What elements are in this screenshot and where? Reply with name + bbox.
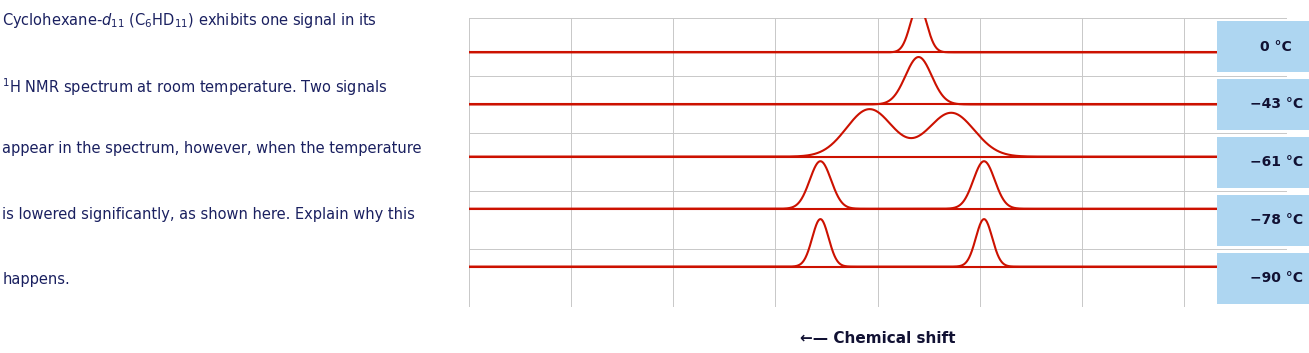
Text: ←— Chemical shift: ←— Chemical shift: [800, 331, 956, 346]
Text: −43 °C: −43 °C: [1250, 97, 1302, 112]
Text: $^1$H NMR spectrum at room temperature. Two signals: $^1$H NMR spectrum at room temperature. …: [3, 76, 387, 97]
Text: −61 °C: −61 °C: [1250, 155, 1302, 169]
Text: is lowered significantly, as shown here. Explain why this: is lowered significantly, as shown here.…: [3, 207, 415, 221]
Text: happens.: happens.: [3, 272, 69, 287]
Text: Cyclohexane-$d_{11}$ (C$_6$HD$_{11}$) exhibits one signal in its: Cyclohexane-$d_{11}$ (C$_6$HD$_{11}$) ex…: [3, 11, 377, 30]
Text: −90 °C: −90 °C: [1250, 271, 1302, 285]
Text: appear in the spectrum, however, when the temperature: appear in the spectrum, however, when th…: [3, 141, 421, 156]
Text: −78 °C: −78 °C: [1250, 213, 1302, 227]
Text: 0 °C: 0 °C: [1261, 40, 1292, 54]
